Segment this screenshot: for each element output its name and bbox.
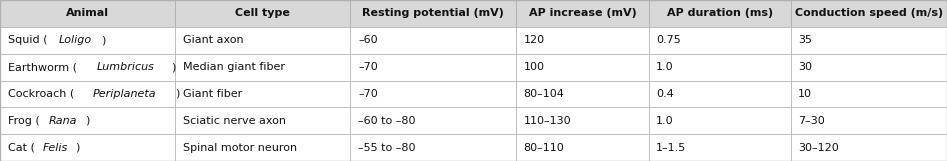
- Bar: [516, 0, 649, 27]
- Bar: [649, 0, 791, 27]
- Text: ): ): [175, 89, 180, 99]
- Text: 120: 120: [524, 35, 545, 45]
- Text: Giant axon: Giant axon: [183, 35, 243, 45]
- Bar: [516, 107, 649, 134]
- Text: ): ): [85, 116, 90, 126]
- Bar: [350, 134, 516, 161]
- Bar: [516, 80, 649, 107]
- Text: 110–130: 110–130: [524, 116, 571, 126]
- Text: Conduction speed (m/s): Conduction speed (m/s): [795, 8, 943, 18]
- Text: Cockroach (: Cockroach (: [8, 89, 74, 99]
- Bar: [175, 134, 350, 161]
- Text: 30–120: 30–120: [798, 143, 839, 153]
- Bar: [791, 134, 947, 161]
- Bar: [175, 107, 350, 134]
- Text: Earthworm (: Earthworm (: [8, 62, 77, 72]
- Text: 0.4: 0.4: [656, 89, 674, 99]
- Text: 10: 10: [798, 89, 813, 99]
- Bar: [649, 54, 791, 80]
- Bar: [175, 54, 350, 80]
- Text: 1–1.5: 1–1.5: [656, 143, 687, 153]
- Text: –60: –60: [358, 35, 378, 45]
- Text: Resting potential (mV): Resting potential (mV): [363, 8, 504, 18]
- Bar: [791, 107, 947, 134]
- Bar: [516, 134, 649, 161]
- Text: 80–104: 80–104: [524, 89, 564, 99]
- Bar: [175, 80, 350, 107]
- Text: Animal: Animal: [66, 8, 109, 18]
- Text: Sciatic nerve axon: Sciatic nerve axon: [183, 116, 286, 126]
- Bar: [791, 80, 947, 107]
- Text: Cat (: Cat (: [8, 143, 34, 153]
- Bar: [0, 0, 175, 27]
- Text: Felis: Felis: [43, 143, 67, 153]
- Text: Squid (: Squid (: [8, 35, 47, 45]
- Text: Frog (: Frog (: [8, 116, 40, 126]
- Text: ): ): [101, 35, 106, 45]
- Text: Lumbricus: Lumbricus: [97, 62, 154, 72]
- Text: Cell type: Cell type: [236, 8, 290, 18]
- Bar: [649, 27, 791, 54]
- Bar: [649, 80, 791, 107]
- Bar: [350, 54, 516, 80]
- Text: ): ): [171, 62, 175, 72]
- Text: 1.0: 1.0: [656, 62, 674, 72]
- Text: Giant fiber: Giant fiber: [183, 89, 242, 99]
- Text: 35: 35: [798, 35, 813, 45]
- Text: ): ): [75, 143, 80, 153]
- Bar: [0, 107, 175, 134]
- Bar: [0, 54, 175, 80]
- Text: AP increase (mV): AP increase (mV): [528, 8, 636, 18]
- Bar: [791, 27, 947, 54]
- Text: 7–30: 7–30: [798, 116, 825, 126]
- Bar: [0, 27, 175, 54]
- Text: Loligo: Loligo: [59, 35, 92, 45]
- Text: –55 to –80: –55 to –80: [358, 143, 416, 153]
- Text: –70: –70: [358, 89, 378, 99]
- Bar: [791, 0, 947, 27]
- Bar: [516, 27, 649, 54]
- Text: Periplaneta: Periplaneta: [93, 89, 156, 99]
- Bar: [175, 0, 350, 27]
- Text: –60 to –80: –60 to –80: [358, 116, 416, 126]
- Bar: [350, 107, 516, 134]
- Bar: [350, 27, 516, 54]
- Bar: [791, 54, 947, 80]
- Bar: [350, 80, 516, 107]
- Text: –70: –70: [358, 62, 378, 72]
- Text: Spinal motor neuron: Spinal motor neuron: [183, 143, 297, 153]
- Bar: [175, 27, 350, 54]
- Bar: [649, 134, 791, 161]
- Text: 0.75: 0.75: [656, 35, 681, 45]
- Text: 1.0: 1.0: [656, 116, 674, 126]
- Text: Rana: Rana: [48, 116, 77, 126]
- Bar: [649, 107, 791, 134]
- Text: Median giant fiber: Median giant fiber: [183, 62, 285, 72]
- Text: 80–110: 80–110: [524, 143, 564, 153]
- Text: 30: 30: [798, 62, 813, 72]
- Text: 100: 100: [524, 62, 545, 72]
- Bar: [350, 0, 516, 27]
- Bar: [516, 54, 649, 80]
- Text: AP duration (ms): AP duration (ms): [667, 8, 773, 18]
- Bar: [0, 134, 175, 161]
- Bar: [0, 80, 175, 107]
